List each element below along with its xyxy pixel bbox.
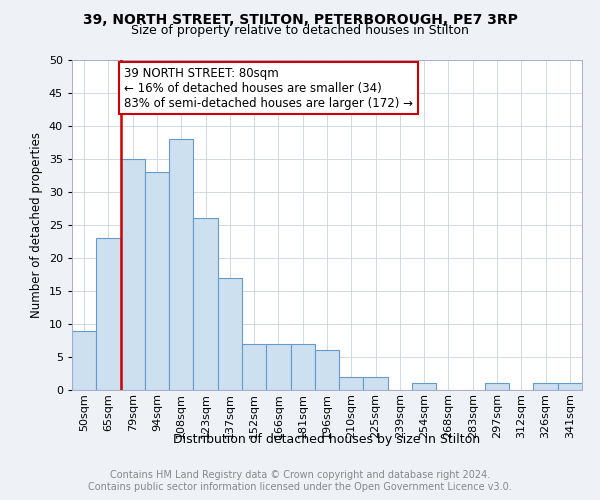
Bar: [121, 159, 145, 390]
Bar: [364, 377, 388, 390]
Bar: [96, 238, 121, 390]
Text: Distribution of detached houses by size in Stilton: Distribution of detached houses by size …: [173, 432, 481, 446]
Bar: [266, 344, 290, 390]
Text: 39, NORTH STREET, STILTON, PETERBOROUGH, PE7 3RP: 39, NORTH STREET, STILTON, PETERBOROUGH,…: [83, 12, 517, 26]
Bar: [290, 344, 315, 390]
Bar: [485, 384, 509, 390]
Text: Contains public sector information licensed under the Open Government Licence v3: Contains public sector information licen…: [88, 482, 512, 492]
Bar: [169, 139, 193, 390]
Bar: [315, 350, 339, 390]
Text: 39 NORTH STREET: 80sqm
← 16% of detached houses are smaller (34)
83% of semi-det: 39 NORTH STREET: 80sqm ← 16% of detached…: [124, 66, 413, 110]
Bar: [145, 172, 169, 390]
Bar: [72, 330, 96, 390]
Bar: [242, 344, 266, 390]
Text: Contains HM Land Registry data © Crown copyright and database right 2024.: Contains HM Land Registry data © Crown c…: [110, 470, 490, 480]
Bar: [339, 377, 364, 390]
Y-axis label: Number of detached properties: Number of detached properties: [30, 132, 43, 318]
Bar: [412, 384, 436, 390]
Bar: [533, 384, 558, 390]
Bar: [193, 218, 218, 390]
Bar: [218, 278, 242, 390]
Bar: [558, 384, 582, 390]
Text: Size of property relative to detached houses in Stilton: Size of property relative to detached ho…: [131, 24, 469, 37]
